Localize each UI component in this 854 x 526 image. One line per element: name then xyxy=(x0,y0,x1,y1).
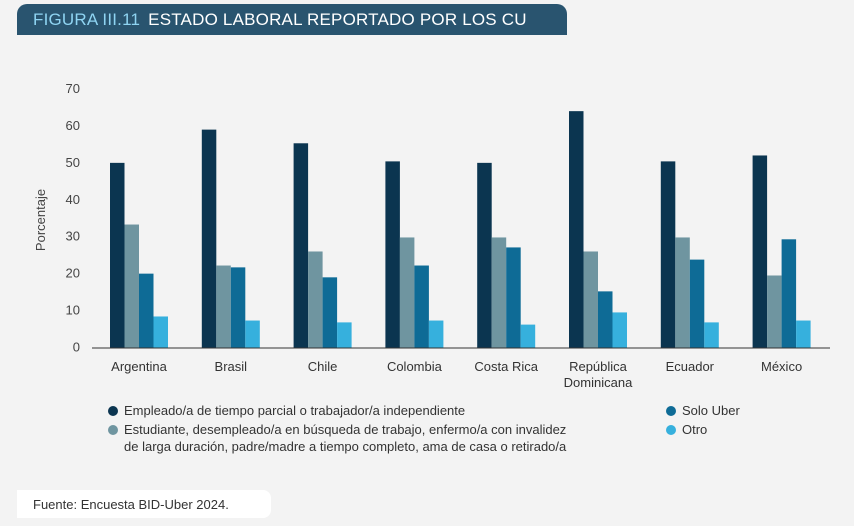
bar xyxy=(399,237,415,348)
legend-label: Otro xyxy=(682,422,708,437)
legend-label: Estudiante, desempleado/a en búsqueda de… xyxy=(124,422,567,454)
bar xyxy=(124,224,139,348)
bar xyxy=(506,247,521,348)
legend-label: Empleado/a de tiempo parcial o trabajado… xyxy=(124,403,466,418)
legend-item-solo-uber: Solo Uber xyxy=(666,402,740,419)
bar xyxy=(583,251,598,348)
x-tick-label: Chile xyxy=(308,359,338,374)
bar xyxy=(322,277,338,348)
y-tick-label: 30 xyxy=(66,229,80,244)
bar xyxy=(675,237,690,348)
bar xyxy=(139,273,154,348)
bar xyxy=(477,162,492,348)
bar xyxy=(767,275,782,348)
bar xyxy=(385,161,400,348)
legend-swatch xyxy=(108,406,118,416)
y-tick-label: 50 xyxy=(66,155,80,170)
y-tick-label: 10 xyxy=(66,303,80,318)
figure-title: ESTADO LABORAL REPORTADO POR LOS CU xyxy=(148,9,527,29)
x-tick-label: Colombia xyxy=(387,359,443,374)
x-tick-label: Ecuador xyxy=(666,359,715,374)
x-tick-label: México xyxy=(761,359,802,374)
x-tick-label: Costa Rica xyxy=(474,359,538,374)
bar xyxy=(110,162,125,348)
x-tick-label: Brasil xyxy=(215,359,248,374)
legend-swatch xyxy=(666,425,676,435)
x-tick-label: Argentina xyxy=(111,359,167,374)
y-tick-label: 20 xyxy=(66,266,80,281)
source-note: Fuente: Encuesta BID-Uber 2024. xyxy=(17,490,271,518)
legend-swatch xyxy=(666,406,676,416)
bar xyxy=(153,316,168,348)
figure-number: FIGURA III.11 xyxy=(33,9,141,29)
bar xyxy=(491,237,507,348)
bar xyxy=(781,239,797,348)
bar xyxy=(660,161,676,348)
x-tick-label: Dominicana xyxy=(564,375,633,390)
bar xyxy=(308,251,323,348)
y-tick-label: 0 xyxy=(73,340,80,355)
bar xyxy=(598,291,613,348)
bar xyxy=(796,320,811,348)
bar xyxy=(337,322,352,348)
bar xyxy=(201,129,217,348)
bar xyxy=(569,111,584,348)
legend-item-empleado: Empleado/a de tiempo parcial o trabajado… xyxy=(108,402,465,419)
legend-label: Solo Uber xyxy=(682,403,740,418)
bar xyxy=(230,267,246,348)
bar xyxy=(428,320,444,348)
bar xyxy=(245,320,260,348)
bar xyxy=(414,265,429,348)
legend-item-estudiante: Estudiante, desempleado/a en búsqueda de… xyxy=(108,421,566,455)
y-axis-label: Porcentaje xyxy=(33,189,48,251)
legend-swatch xyxy=(108,425,118,435)
y-tick-label: 70 xyxy=(66,81,80,96)
legend-item-otro: Otro xyxy=(666,421,707,438)
bar xyxy=(752,155,768,348)
bar xyxy=(520,324,536,348)
x-tick-label: República xyxy=(569,359,628,374)
y-tick-label: 60 xyxy=(66,118,80,133)
bar xyxy=(216,265,231,348)
bar xyxy=(612,312,627,348)
bar-chart: 0 10 20 30 40 50 60 70 Porcentaje Argentina Brasil… xyxy=(33,81,830,390)
bar xyxy=(704,322,719,348)
bar xyxy=(689,259,705,348)
figure-header: FIGURA III.11 ESTADO LABORAL REPORTADO P… xyxy=(17,4,567,35)
y-tick-label: 40 xyxy=(66,192,80,207)
bar xyxy=(293,143,309,348)
